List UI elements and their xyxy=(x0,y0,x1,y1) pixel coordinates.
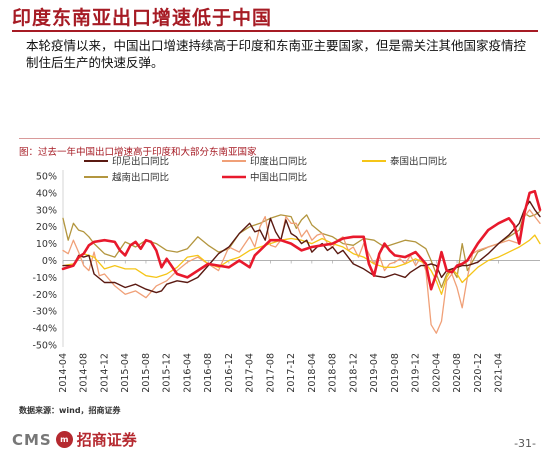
x-tick-label: 2021-04 xyxy=(494,353,505,393)
legend-label: 中国出口同比 xyxy=(250,172,307,184)
x-tick-label: 2017-08 xyxy=(265,353,276,393)
y-tick-label: -20% xyxy=(32,290,57,301)
grid-layer xyxy=(62,170,540,347)
x-tick-label: 2019-08 xyxy=(390,353,401,393)
x-tick-label: 2019-12 xyxy=(411,353,422,393)
title-rule xyxy=(12,30,538,32)
company-logo: CMS m 招商证券 xyxy=(12,429,137,450)
y-tick-label: -50% xyxy=(32,341,57,352)
legend-label: 越南出口同比 xyxy=(112,172,169,184)
chart-top-rule xyxy=(19,138,540,139)
x-tick-label: 2014-12 xyxy=(99,353,110,393)
series-line-4 xyxy=(61,189,542,291)
y-tick-label: 40% xyxy=(36,188,57,199)
legend-label: 印尼出口同比 xyxy=(112,156,169,168)
series-layer xyxy=(61,189,542,334)
legend-label: 泰国出口同比 xyxy=(390,156,447,168)
data-source: 数据来源：wind，招商证券 xyxy=(19,406,121,415)
x-tick-label: 2014-04 xyxy=(58,353,69,393)
x-tick-label: 2020-04 xyxy=(431,353,442,393)
x-tick-label: 2018-08 xyxy=(328,353,339,393)
x-tick-label: 2015-12 xyxy=(162,353,173,393)
x-tick-label: 2016-12 xyxy=(224,353,235,393)
y-tick-label: -10% xyxy=(32,273,57,284)
y-tick-label: 20% xyxy=(36,222,57,233)
series-line-1 xyxy=(62,209,541,334)
y-axis-ticks: 50% 40% 30% 20% 10% 0% -10% -20% -30% -40% -50% xyxy=(32,172,57,352)
legend-label: 印度出口同比 xyxy=(250,156,307,168)
slide-title: 印度东南亚出口增速低于中国 xyxy=(12,7,273,29)
y-tick-label: -40% xyxy=(32,324,57,335)
x-tick-label: 2019-04 xyxy=(369,353,380,393)
page-number: -31- xyxy=(514,437,536,450)
x-tick-label: 2017-04 xyxy=(245,353,256,393)
y-tick-label: 30% xyxy=(36,205,57,216)
logo-cms-text: CMS xyxy=(12,430,52,449)
x-tick-label: 2014-08 xyxy=(79,353,90,393)
x-tick-label: 2015-04 xyxy=(120,353,131,393)
y-tick-label: -30% xyxy=(32,307,57,318)
x-tick-label: 2016-04 xyxy=(182,353,193,393)
chart-title: 图：过去一年中国出口增速高于印度和大部分东南亚国家 xyxy=(19,147,257,158)
series-line-0 xyxy=(62,200,541,294)
logo-cn-text: 招商证券 xyxy=(76,431,137,449)
y-tick-label: 10% xyxy=(36,239,57,250)
x-tick-label: 2020-12 xyxy=(473,353,484,393)
body-text: 本轮疫情以来，中国出口增速持续高于印度和东南亚主要国家，但是需关注其他国家疫情控… xyxy=(26,38,527,70)
x-tick-label: 2015-08 xyxy=(141,353,152,393)
x-tick-label: 2018-04 xyxy=(307,353,318,393)
x-tick-label: 2020-08 xyxy=(452,353,463,393)
logo-badge-icon: m xyxy=(55,431,73,448)
x-axis-ticks: 2014-04 2014-08 2014-12 2015-04 2015-08 2015-… xyxy=(58,260,505,393)
x-tick-label: 2016-08 xyxy=(203,353,214,393)
y-tick-label: 0% xyxy=(42,256,57,267)
x-tick-label: 2017-12 xyxy=(286,353,297,393)
series-line-2 xyxy=(62,234,541,295)
x-tick-label: 2018-12 xyxy=(348,353,359,393)
y-tick-label: 50% xyxy=(36,172,57,183)
